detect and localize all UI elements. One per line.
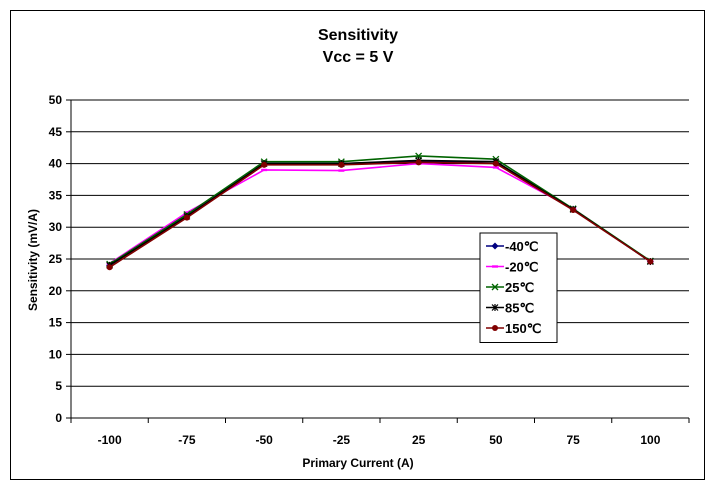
y-tick-label: 45 bbox=[49, 125, 63, 139]
legend-marker bbox=[491, 242, 499, 250]
data-point bbox=[338, 169, 345, 172]
data-point bbox=[338, 161, 345, 168]
sensitivity-chart: Sensitivity Vcc = 5 V Primary Current (A… bbox=[26, 27, 690, 470]
x-tick-label: -75 bbox=[178, 433, 196, 447]
y-tick-label: 20 bbox=[49, 284, 63, 298]
y-tick-label: 30 bbox=[49, 220, 63, 234]
legend-item: 25℃ bbox=[486, 280, 534, 295]
series-line bbox=[109, 161, 651, 268]
x-tick-labels: -100 -75 -50 -25 25 50 75 100 bbox=[98, 433, 661, 447]
y-tick-label: 5 bbox=[55, 379, 62, 393]
legend-item: -20℃ bbox=[486, 260, 538, 275]
x-tick-label: 50 bbox=[489, 433, 503, 447]
y-tick-labels: 0 5 10 15 20 25 30 35 40 45 50 bbox=[49, 93, 63, 425]
data-point bbox=[261, 168, 268, 172]
y-axis-label: Sensitivity (mV/A) bbox=[26, 209, 40, 311]
legend-marker bbox=[491, 283, 499, 291]
y-tick-label: 25 bbox=[49, 252, 63, 266]
data-point bbox=[492, 160, 499, 167]
series-line bbox=[109, 155, 651, 265]
legend-label: 150℃ bbox=[505, 321, 541, 336]
x-axis-label: Primary Current (A) bbox=[302, 456, 413, 470]
legend-label: 85℃ bbox=[505, 301, 534, 316]
chart-frame: Sensitivity Vcc = 5 V Primary Current (A… bbox=[10, 10, 705, 480]
data-point bbox=[106, 264, 113, 271]
data-point bbox=[183, 214, 190, 221]
legend-item: -40℃ bbox=[486, 239, 538, 254]
data-point bbox=[647, 258, 654, 265]
series-5 bbox=[106, 159, 654, 271]
data-point bbox=[570, 207, 577, 214]
axes bbox=[66, 99, 690, 423]
chart-subtitle: Vcc = 5 V bbox=[323, 49, 394, 66]
legend: -40℃ -20℃ 25℃ 85℃ 150℃ bbox=[479, 232, 558, 343]
series-line bbox=[109, 159, 651, 267]
x-tick-label: 25 bbox=[412, 433, 426, 447]
y-tick-label: 35 bbox=[49, 188, 63, 202]
legend-marker bbox=[492, 325, 498, 331]
data-point bbox=[492, 166, 499, 169]
legend-item: 150℃ bbox=[486, 321, 541, 336]
x-tick-label: -100 bbox=[98, 433, 122, 447]
data-point bbox=[415, 159, 422, 166]
legend-label: 25℃ bbox=[505, 280, 534, 295]
legend-label: -20℃ bbox=[505, 260, 538, 275]
gridlines bbox=[71, 99, 689, 387]
x-tick-label: 75 bbox=[566, 433, 580, 447]
marker-stroke bbox=[491, 283, 499, 291]
legend-label: -40℃ bbox=[505, 239, 538, 254]
legend-marker bbox=[491, 304, 499, 311]
x-tick-label: 100 bbox=[640, 433, 660, 447]
y-tick-label: 40 bbox=[49, 157, 63, 171]
chart-title: Sensitivity bbox=[318, 27, 398, 44]
y-tick-label: 15 bbox=[49, 316, 63, 330]
x-tick-label: -25 bbox=[333, 433, 351, 447]
data-point bbox=[261, 161, 268, 168]
y-tick-label: 50 bbox=[49, 93, 63, 107]
y-tick-label: 0 bbox=[55, 411, 62, 425]
series-lines bbox=[106, 152, 654, 271]
legend-item: 85℃ bbox=[486, 301, 534, 316]
x-tick-label: -50 bbox=[255, 433, 273, 447]
legend-marker bbox=[492, 265, 498, 268]
y-tick-label: 10 bbox=[49, 347, 63, 361]
data-point bbox=[183, 211, 190, 214]
